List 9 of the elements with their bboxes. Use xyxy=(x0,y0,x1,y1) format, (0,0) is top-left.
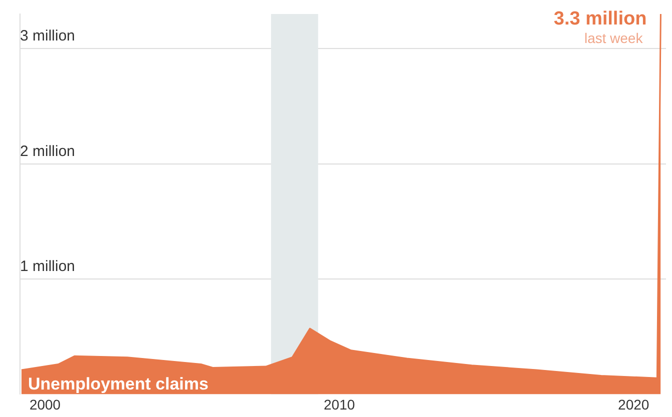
annotation: 3.3 million xyxy=(554,8,647,30)
y-tick-label: 1 million xyxy=(20,258,76,276)
series-label: Unemployment claims xyxy=(28,374,208,394)
annotation: last week xyxy=(584,30,644,46)
y-tick-label: 3 million xyxy=(20,28,76,45)
x-tick-label: 2010 xyxy=(324,396,356,412)
y-tick-label: 2 million xyxy=(20,142,76,160)
x-tick-label: 2020 xyxy=(618,396,650,412)
x-tick-label: 2000 xyxy=(29,396,61,412)
